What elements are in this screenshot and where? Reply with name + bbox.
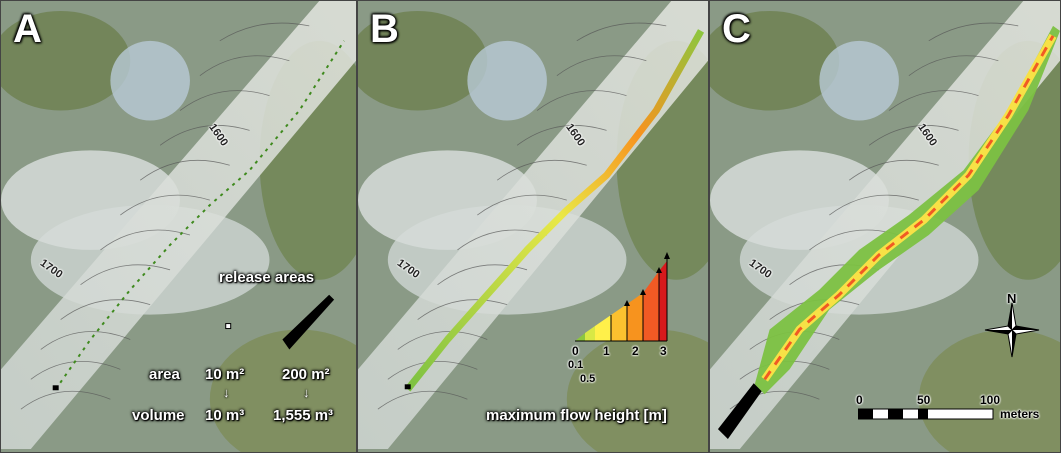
volume-row-label: volume [132,407,185,424]
north-label: N [1007,291,1017,306]
orthophoto-map-b [358,1,708,452]
map-panel-b: B 1600 1700 0 1 2 3 0.1 0.5 maximum flow… [357,0,709,453]
flow-height-legend [575,252,670,342]
small-area-value: 10 m² [205,366,245,383]
legend-tick-2: 2 [632,344,639,358]
release-areas-title: release areas [219,269,315,286]
orthophoto-map-c [710,1,1060,452]
large-release-marker [282,294,335,350]
legend-band-7 [659,261,667,341]
orthophoto-map-a [1,1,356,452]
legend-tick-0-5: 0.5 [580,373,596,385]
legend-band-2 [585,326,595,341]
small-arrow: ↓ [223,385,230,400]
scale-tick-50: 50 [917,393,931,407]
scale-bar [858,408,994,420]
legend-band-4 [611,304,627,341]
large-area-value: 200 m² [282,366,330,383]
map-panel-c: C 1600 1700 N 0 50 100 meters [709,0,1061,453]
legend-tick-0: 0 [572,344,579,358]
panel-label-c: C [722,7,751,51]
legend-tick-3: 3 [660,344,667,358]
scale-unit: meters [1000,407,1040,421]
large-arrow: ↓ [303,385,310,400]
release-point-a [52,385,59,391]
small-release-marker [225,323,232,330]
legend-tick-1: 1 [603,344,610,358]
legend-title: maximum flow height [m] [486,407,667,424]
scale-tick-0: 0 [856,393,863,407]
area-row-label: area [149,366,180,383]
panel-label-a: A [13,7,42,51]
legend-band-5 [627,293,643,341]
scale-tick-100: 100 [980,393,1001,407]
panel-label-b: B [370,7,399,51]
legend-band-6 [643,271,659,341]
legend-band-3 [595,315,611,341]
legend-band-1 [575,333,585,341]
north-arrow-icon [984,302,1040,358]
legend-tick-0-1: 0.1 [568,359,584,371]
map-panel-a: A 1600 1700 release areas area 10 m² 200… [0,0,357,453]
small-volume-value: 10 m³ [205,407,245,424]
large-volume-value: 1,555 m³ [273,407,334,424]
